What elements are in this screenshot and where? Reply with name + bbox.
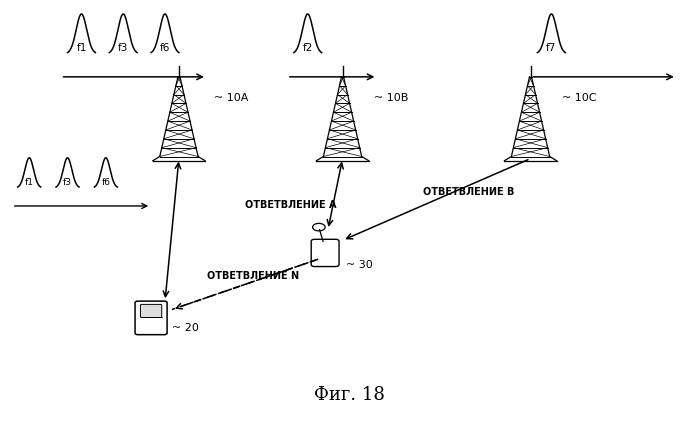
FancyBboxPatch shape <box>135 301 167 335</box>
Text: f3: f3 <box>118 43 129 52</box>
Text: Фиг. 18: Фиг. 18 <box>314 386 385 404</box>
Text: f3: f3 <box>63 179 72 187</box>
FancyBboxPatch shape <box>140 304 161 317</box>
Text: f7: f7 <box>546 43 556 52</box>
Text: f6: f6 <box>160 43 170 52</box>
Text: ОТВЕТВЛЕНИЕ N: ОТВЕТВЛЕНИЕ N <box>207 271 299 281</box>
Text: ~ 10B: ~ 10B <box>374 93 408 103</box>
Text: ~ 30: ~ 30 <box>346 260 373 271</box>
Text: ~ 10A: ~ 10A <box>214 93 248 103</box>
Text: f1: f1 <box>24 179 34 187</box>
Text: ОТВЕТВЛЕНИЕ А: ОТВЕТВЛЕНИЕ А <box>245 200 336 210</box>
Text: ~ 20: ~ 20 <box>172 323 199 333</box>
FancyBboxPatch shape <box>311 239 339 267</box>
Text: f6: f6 <box>101 179 110 187</box>
Text: f1: f1 <box>76 43 87 52</box>
Text: f2: f2 <box>303 43 313 52</box>
Text: ОТВЕТВЛЕНИЕ В: ОТВЕТВЛЕНИЕ В <box>423 187 514 197</box>
Text: ~ 10C: ~ 10C <box>562 93 596 103</box>
